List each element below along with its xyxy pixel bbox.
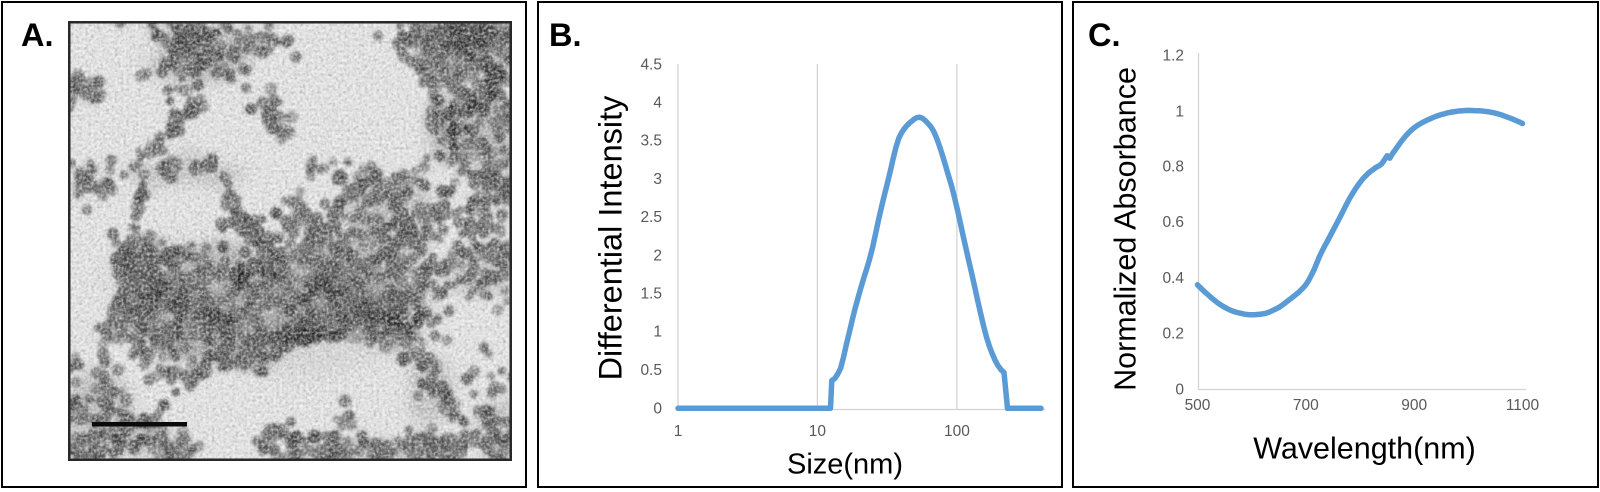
svg-text:500: 500 [1185,397,1211,414]
svg-text:Normalized Absorbance: Normalized Absorbance [1109,67,1143,391]
svg-text:0: 0 [1175,382,1184,399]
svg-text:Size(nm): Size(nm) [787,449,903,481]
svg-text:900: 900 [1401,397,1427,414]
svg-text:3.5: 3.5 [640,133,662,150]
svg-text:700: 700 [1293,397,1319,414]
svg-text:1: 1 [653,324,662,341]
svg-text:1.2: 1.2 [1162,48,1184,65]
svg-text:4: 4 [653,95,662,112]
svg-text:Differential Intensity: Differential Intensity [593,95,629,381]
svg-text:0.2: 0.2 [1162,326,1184,343]
svg-text:0: 0 [653,401,662,418]
svg-text:0.6: 0.6 [1162,214,1184,231]
svg-text:3: 3 [653,171,662,188]
svg-text:0.8: 0.8 [1162,159,1184,176]
svg-text:1: 1 [1175,104,1184,121]
svg-text:0.4: 0.4 [1162,270,1184,287]
svg-text:10: 10 [809,423,827,440]
svg-text:100: 100 [944,423,970,440]
svg-text:4.5: 4.5 [640,57,662,74]
svg-text:1.5: 1.5 [640,286,662,303]
svg-text:2: 2 [653,248,662,265]
svg-text:0.5: 0.5 [640,362,662,379]
svg-text:Wavelength(nm): Wavelength(nm) [1253,432,1476,466]
svg-text:2.5: 2.5 [640,209,662,226]
svg-text:1: 1 [674,423,683,440]
svg-text:1100: 1100 [1506,397,1540,414]
